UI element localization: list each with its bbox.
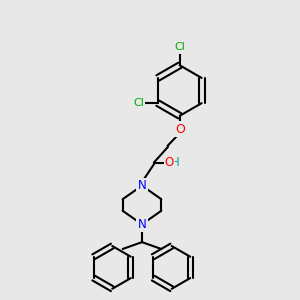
Text: O: O [175, 123, 185, 136]
Text: H: H [171, 156, 180, 169]
Text: N: N [138, 218, 146, 231]
Text: N: N [138, 179, 146, 192]
Text: O: O [165, 156, 174, 169]
Text: Cl: Cl [174, 43, 185, 52]
Text: Cl: Cl [133, 98, 144, 108]
